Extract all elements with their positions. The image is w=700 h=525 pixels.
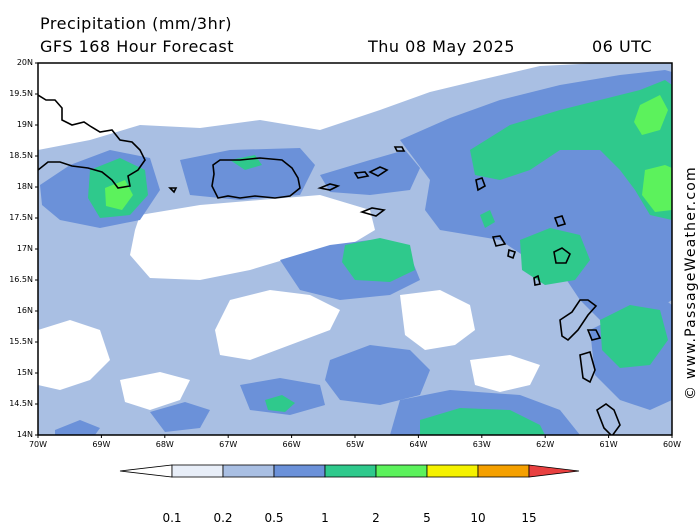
lat-label: 17.5N — [9, 213, 33, 222]
st-croix-coast — [359, 207, 386, 217]
lat-label: 20N — [16, 58, 33, 67]
lat-label: 16.5N — [9, 275, 33, 284]
legend-label: 0.5 — [264, 511, 284, 525]
legend-swatch — [273, 464, 326, 478]
lon-label: 64W — [409, 440, 428, 449]
lon-label: 68W — [155, 440, 174, 449]
lat-label: 14.5N — [9, 399, 33, 408]
barbados-coast — [579, 350, 596, 384]
virgin-islands-coast — [353, 171, 370, 179]
legend-label: 10 — [470, 511, 486, 525]
lat-label: 15N — [16, 368, 33, 377]
lon-label: 62W — [536, 440, 555, 449]
vieques-coast — [317, 183, 341, 191]
anguilla-coast — [393, 146, 406, 152]
legend-label: 0.1 — [162, 511, 182, 525]
axis-ticks — [35, 62, 673, 438]
lat-label: 18.5N — [9, 151, 33, 160]
martinique-coast — [553, 247, 571, 264]
dominica-coast — [553, 215, 567, 227]
st-vincent-coast — [559, 299, 598, 342]
st-kitts-coast — [475, 176, 486, 192]
lon-label: 65W — [345, 440, 365, 449]
legend-swatch — [222, 464, 275, 478]
legend-label: 2 — [372, 511, 380, 525]
puerto-rico-coast — [211, 157, 301, 199]
lat-label: 19N — [16, 120, 33, 129]
precip-field — [38, 63, 672, 435]
legend-swatch — [375, 464, 428, 478]
lon-label: 61W — [599, 440, 618, 449]
lat-label: 15.5N — [9, 337, 33, 346]
lat-label: 17N — [16, 244, 33, 253]
forecast-date: Thu 08 May 2025 — [368, 37, 515, 56]
lon-label: 63W — [472, 440, 491, 449]
lat-label: 14N — [16, 430, 33, 439]
mona-coast — [168, 187, 178, 194]
lon-label: 67W — [219, 440, 238, 449]
precip-2-5-area — [105, 95, 672, 212]
coastlines — [38, 94, 621, 435]
lon-label: 69W — [92, 440, 111, 449]
tortola-coast — [368, 166, 389, 177]
grenada-coast — [586, 329, 602, 341]
legend-swatch — [324, 464, 377, 478]
lat-label: 18N — [16, 182, 33, 191]
lat-label: 16N — [16, 306, 33, 315]
lon-label: 70W — [28, 440, 48, 449]
legend-label: 15 — [521, 511, 537, 525]
legend-swatch — [477, 464, 530, 478]
lat-label: 19.5N — [9, 89, 33, 98]
legend-max-arrow — [528, 464, 580, 478]
lon-label: 66W — [282, 440, 301, 449]
antigua-coast — [491, 235, 507, 247]
hispaniola-coast — [38, 94, 146, 189]
precip-legend — [119, 464, 580, 478]
legend-label: 0.2 — [213, 511, 233, 525]
forecast-time: 06 UTC — [592, 37, 653, 56]
tobago-coast — [596, 403, 621, 435]
legend-label: 5 — [423, 511, 431, 525]
st-lucia-coast — [533, 274, 541, 286]
watermark: © www.PassageWeather.com — [683, 166, 699, 400]
map-title: Precipitation (mm/3hr) — [40, 14, 233, 33]
legend-swatch — [171, 464, 224, 478]
guadeloupe-coast — [507, 248, 517, 260]
legend-swatch — [426, 464, 479, 478]
legend-min-arrow — [119, 464, 173, 478]
forecast-subtitle: GFS 168 Hour Forecast — [40, 37, 235, 56]
lon-label: 60W — [662, 440, 682, 449]
legend-label: 1 — [321, 511, 329, 525]
